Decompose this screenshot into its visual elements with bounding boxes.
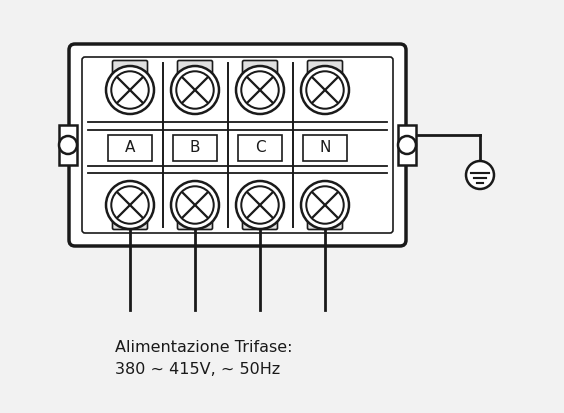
FancyBboxPatch shape [69,44,406,246]
Text: N: N [319,140,331,156]
Circle shape [398,136,416,154]
Bar [238,135,282,161]
Circle shape [106,181,154,229]
Circle shape [171,66,219,114]
FancyBboxPatch shape [178,60,213,76]
FancyBboxPatch shape [243,214,277,230]
Bar [303,135,347,161]
Text: C: C [255,140,265,156]
FancyBboxPatch shape [112,60,148,76]
FancyBboxPatch shape [112,214,148,230]
FancyBboxPatch shape [243,60,277,76]
Circle shape [59,136,77,154]
Circle shape [106,66,154,114]
Bar [108,135,152,161]
Bar [59,125,77,165]
Text: B: B [190,140,200,156]
Circle shape [466,161,494,189]
FancyBboxPatch shape [307,60,342,76]
Circle shape [171,181,219,229]
Text: Alimentazione Trifase:: Alimentazione Trifase: [115,340,293,355]
Circle shape [301,66,349,114]
Circle shape [236,181,284,229]
Text: 380 ~ 415V, ~ 50Hz: 380 ~ 415V, ~ 50Hz [115,362,280,377]
Text: A: A [125,140,135,156]
Circle shape [301,181,349,229]
Bar [173,135,217,161]
FancyBboxPatch shape [307,214,342,230]
FancyBboxPatch shape [178,214,213,230]
Bar [398,125,416,165]
Circle shape [236,66,284,114]
